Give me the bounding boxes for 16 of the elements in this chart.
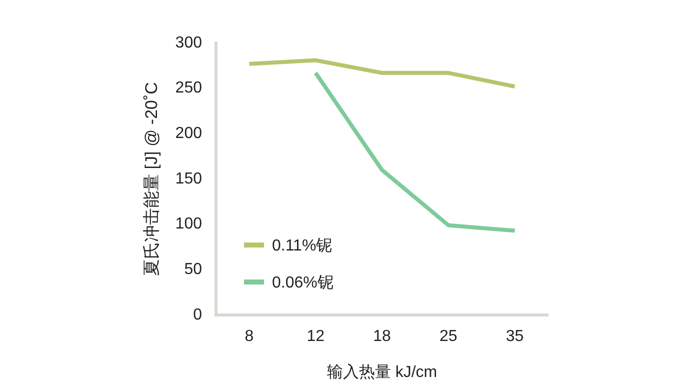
y-tick-label: 200 xyxy=(175,125,202,142)
legend-label: 0.11%铌 xyxy=(272,237,332,254)
y-tick-label: 50 xyxy=(184,261,202,278)
legend-label: 0.06%铌 xyxy=(272,274,334,292)
y-tick-label: 100 xyxy=(175,216,202,233)
x-tick-label: 12 xyxy=(306,328,325,346)
y-tick-label: 0 xyxy=(193,306,202,324)
y-tick-label: 300 xyxy=(175,34,202,52)
x-tick-label: 25 xyxy=(440,328,458,346)
x-tick-label: 35 xyxy=(506,328,524,346)
y-tick-label: 150 xyxy=(175,170,202,188)
x-axis-title: 输入热量 kJ/cm xyxy=(326,362,438,381)
x-tick-label: 18 xyxy=(373,328,391,346)
y-axis-title: 夏氏冲击能量 [J] @ -20˚C xyxy=(142,82,161,276)
x-tick-label: 8 xyxy=(244,328,254,346)
y-tick-label: 250 xyxy=(175,80,202,97)
